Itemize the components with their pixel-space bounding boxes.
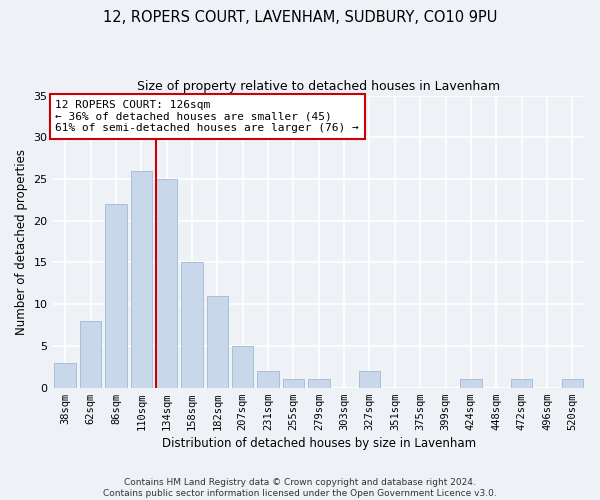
Bar: [156, 179, 178, 388]
Bar: [131, 170, 152, 388]
Bar: [308, 380, 329, 388]
Bar: [206, 296, 228, 388]
Bar: [181, 262, 203, 388]
X-axis label: Distribution of detached houses by size in Lavenham: Distribution of detached houses by size …: [162, 437, 476, 450]
Text: 12 ROPERS COURT: 126sqm
← 36% of detached houses are smaller (45)
61% of semi-de: 12 ROPERS COURT: 126sqm ← 36% of detache…: [55, 100, 359, 133]
Bar: [460, 380, 482, 388]
Title: Size of property relative to detached houses in Lavenham: Size of property relative to detached ho…: [137, 80, 500, 93]
Bar: [511, 380, 532, 388]
Bar: [283, 380, 304, 388]
Y-axis label: Number of detached properties: Number of detached properties: [15, 148, 28, 334]
Bar: [105, 204, 127, 388]
Bar: [80, 321, 101, 388]
Text: Contains HM Land Registry data © Crown copyright and database right 2024.
Contai: Contains HM Land Registry data © Crown c…: [103, 478, 497, 498]
Bar: [562, 380, 583, 388]
Text: 12, ROPERS COURT, LAVENHAM, SUDBURY, CO10 9PU: 12, ROPERS COURT, LAVENHAM, SUDBURY, CO1…: [103, 10, 497, 25]
Bar: [55, 362, 76, 388]
Bar: [232, 346, 253, 388]
Bar: [359, 371, 380, 388]
Bar: [257, 371, 279, 388]
